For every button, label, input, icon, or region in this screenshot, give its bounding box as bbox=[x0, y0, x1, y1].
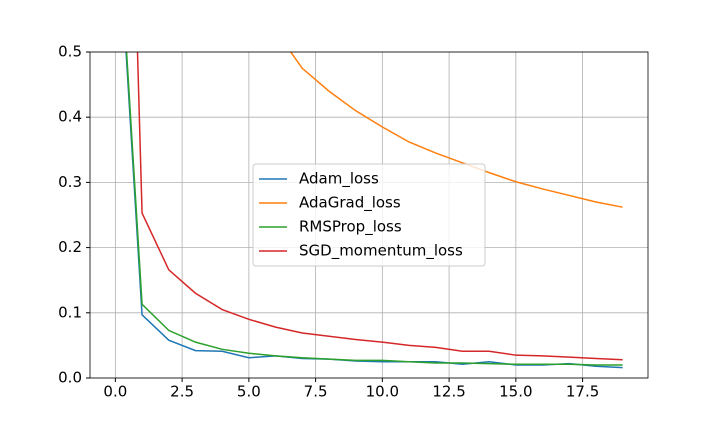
x-tick-label: 0.0 bbox=[103, 383, 127, 401]
x-tick-label: 2.5 bbox=[170, 383, 194, 401]
x-tick-label: 10.0 bbox=[366, 383, 399, 401]
y-tick-label: 0.0 bbox=[58, 369, 82, 387]
legend-label: RMSProp_loss bbox=[299, 218, 402, 237]
plot-area bbox=[125, 52, 623, 369]
y-tick-label: 0.5 bbox=[58, 43, 82, 61]
x-tick-label: 7.5 bbox=[304, 383, 328, 401]
legend-label: AdaGrad_loss bbox=[299, 194, 401, 213]
line-series bbox=[125, 52, 623, 366]
legend-label: Adam_loss bbox=[299, 170, 379, 189]
y-tick-label: 0.2 bbox=[58, 238, 82, 256]
line-series bbox=[136, 52, 623, 361]
legend: Adam_loss AdaGrad_loss RMSProp_loss SGD_mom… bbox=[252, 163, 486, 267]
x-tick-label: 17.5 bbox=[566, 383, 599, 401]
y-tick-label: 0.1 bbox=[58, 303, 82, 321]
x-tick-label: 12.5 bbox=[432, 383, 465, 401]
legend-box bbox=[252, 163, 486, 267]
x-tick-label: 5.0 bbox=[237, 383, 261, 401]
y-tick-label: 0.3 bbox=[58, 173, 82, 191]
line-series bbox=[289, 52, 623, 208]
axes-frame bbox=[89, 51, 649, 379]
x-tick-label: 15.0 bbox=[499, 383, 532, 401]
legend-label: SGD_momentum_loss bbox=[299, 242, 463, 261]
y-tick-label: 0.4 bbox=[58, 108, 82, 126]
